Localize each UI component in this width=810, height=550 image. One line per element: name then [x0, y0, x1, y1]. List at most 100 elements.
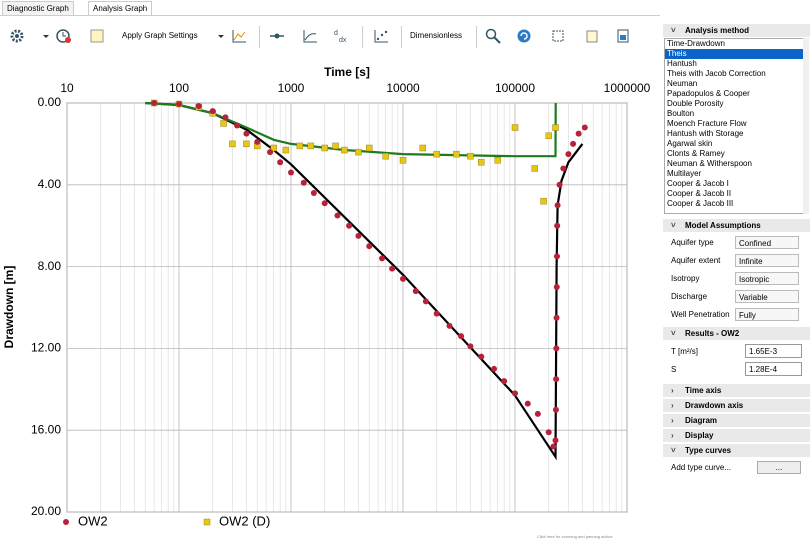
- section-header[interactable]: ˅ Model Assumptions: [663, 219, 810, 232]
- method-item[interactable]: Hantush: [667, 59, 697, 68]
- data-point: [310, 189, 317, 196]
- export-icon[interactable]: [615, 28, 631, 44]
- separator: [259, 26, 260, 48]
- method-item[interactable]: Cooper & Jacob III: [667, 199, 734, 208]
- method-item[interactable]: Moench Fracture Flow: [667, 119, 747, 128]
- method-item[interactable]: Neuman & Witherspoon: [667, 159, 752, 168]
- chevron: ˅: [671, 446, 676, 455]
- method-item[interactable]: Theis with Jacob Correction: [667, 69, 766, 78]
- assumption-dropdown[interactable]: Infinite: [735, 254, 799, 267]
- y-axis-title: Drawdown [m]: [2, 266, 16, 349]
- add-button[interactable]: ...: [757, 461, 801, 474]
- graph-icon[interactable]: [231, 28, 247, 44]
- section-header[interactable]: ˅ Analysis method: [663, 24, 810, 37]
- method-item[interactable]: Boulton: [667, 109, 695, 118]
- refresh-icon[interactable]: [516, 28, 532, 44]
- data-point: [288, 169, 294, 176]
- result-value[interactable]: 1.65E-3: [745, 344, 802, 358]
- method-item[interactable]: Papadopulos & Cooper: [667, 89, 750, 98]
- curve-icon[interactable]: [302, 28, 318, 44]
- line-icon[interactable]: [269, 28, 285, 44]
- data-point: [243, 130, 250, 137]
- data-point: [282, 146, 290, 154]
- zoom-icon[interactable]: [485, 28, 501, 44]
- method-item[interactable]: Agarwal skin: [667, 139, 713, 148]
- data-point: [553, 253, 560, 260]
- method-item[interactable]: Cooper & Jacob II: [667, 189, 732, 198]
- plot-area: [66, 102, 628, 513]
- assumption-dropdown[interactable]: Variable: [735, 290, 799, 303]
- tab-bar: Diagnostic Graph Analysis Graph: [0, 0, 660, 16]
- data-point: [540, 197, 547, 205]
- legend-marker: [203, 518, 211, 526]
- assumption-dropdown[interactable]: Confined: [735, 236, 799, 249]
- data-point: [534, 410, 541, 417]
- method-list: Time-Drawdown Theis Hantush Theis with Jaco…: [664, 38, 804, 214]
- data-point: [277, 159, 284, 166]
- tab[interactable]: Diagnostic Graph: [2, 1, 74, 15]
- settings-icon[interactable]: [9, 28, 25, 44]
- data-point: [501, 378, 508, 385]
- assumption-dropdown[interactable]: Fully: [735, 308, 799, 321]
- assumption-label: Discharge: [671, 292, 708, 301]
- method-item[interactable]: Neuman: [667, 79, 698, 88]
- section-header[interactable]: › Drawdown axis: [663, 399, 810, 412]
- scrollbar: [803, 38, 809, 214]
- method-item[interactable]: Multilayer: [667, 169, 702, 178]
- data-point: [209, 108, 216, 115]
- data-point: [341, 146, 348, 154]
- data-point: [270, 144, 277, 152]
- y-tick-label: 0.00: [38, 95, 62, 109]
- annotate-icon[interactable]: [584, 28, 600, 44]
- dimensionless-button[interactable]: Dimensionless: [410, 31, 463, 40]
- x-tick-label: 10000: [386, 81, 420, 95]
- tab[interactable]: Analysis Graph: [88, 1, 153, 15]
- method-item[interactable]: Theis: [665, 49, 803, 59]
- data-point: [412, 288, 419, 295]
- data-point: [399, 157, 407, 164]
- section-title: Type curves: [685, 446, 732, 455]
- data-point: [355, 232, 362, 239]
- scatter-icon[interactable]: [373, 28, 389, 44]
- method-item[interactable]: Cooper & Jacob I: [667, 179, 729, 188]
- fit-icon[interactable]: [550, 28, 566, 44]
- dropdown-arrow[interactable]: [217, 28, 225, 44]
- data-point: [321, 144, 328, 152]
- data-point: [176, 101, 182, 108]
- dropdown-arrow[interactable]: [42, 28, 50, 44]
- data-point: [491, 365, 498, 372]
- time-icon[interactable]: [56, 28, 72, 44]
- data-point: [389, 265, 396, 272]
- method-item[interactable]: Clonts & Ramey: [667, 149, 725, 158]
- data-point: [382, 152, 389, 160]
- zoom-advice[interactable]: Click here for zooming and panning advic…: [537, 534, 613, 539]
- apply-settings[interactable]: Apply Graph Settings: [122, 31, 198, 40]
- data-point: [334, 212, 341, 219]
- data-point: [151, 100, 158, 106]
- chevron: ˅: [671, 329, 676, 338]
- x-tick-label: 10: [60, 81, 74, 95]
- data-point: [553, 314, 560, 321]
- data-point: [346, 222, 353, 229]
- section-header[interactable]: ˅ Results - OW2: [663, 327, 810, 340]
- section-title: Drawdown axis: [685, 401, 744, 410]
- method-item[interactable]: Time-Drawdown: [667, 39, 725, 48]
- result-value[interactable]: 1.28E-4: [745, 362, 802, 376]
- data-point: [554, 202, 561, 209]
- data-point: [575, 130, 582, 137]
- section-header[interactable]: › Time axis: [663, 384, 810, 397]
- assumption-dropdown[interactable]: Isotropic: [735, 272, 799, 285]
- data-point: [453, 150, 460, 158]
- chevron: ˅: [671, 221, 676, 230]
- separator: [401, 26, 402, 48]
- section-header[interactable]: › Diagram: [663, 414, 810, 427]
- method-item[interactable]: Double Porosity: [667, 99, 724, 108]
- note-icon[interactable]: [89, 28, 105, 44]
- derivative-icon[interactable]: ddx: [333, 28, 349, 44]
- y-tick-label: 4.00: [38, 177, 62, 191]
- section-header[interactable]: › Display: [663, 429, 810, 442]
- legend-label: OW2 (D): [219, 513, 270, 528]
- data-point: [512, 390, 518, 397]
- method-item[interactable]: Hantush with Storage: [667, 129, 744, 138]
- section-header[interactable]: ˅ Type curves: [663, 444, 810, 457]
